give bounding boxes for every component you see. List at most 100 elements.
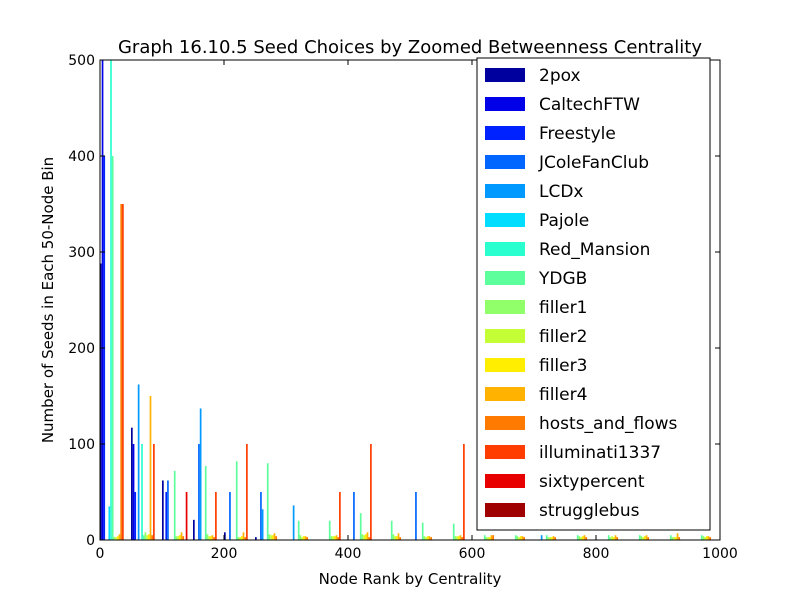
x-tick-label: 0 <box>96 546 105 562</box>
legend-swatch <box>485 155 525 169</box>
bar <box>580 537 582 540</box>
bar <box>255 537 257 540</box>
bar <box>709 537 712 540</box>
bar <box>206 534 209 540</box>
bar <box>456 536 458 540</box>
bar <box>266 463 269 540</box>
bar <box>390 520 393 540</box>
bar <box>463 444 465 540</box>
bar <box>292 505 295 540</box>
bar <box>545 535 548 540</box>
bar <box>304 536 307 540</box>
bar <box>392 534 395 540</box>
bar <box>421 522 424 540</box>
legend-label: YDGB <box>538 269 587 289</box>
bar <box>299 535 302 540</box>
bar <box>332 536 334 540</box>
y-tick-label: 200 <box>68 341 95 357</box>
bar <box>366 532 369 540</box>
x-tick-label: 800 <box>583 546 610 562</box>
bar <box>430 537 433 540</box>
bar <box>578 536 581 540</box>
y-axis: 0 100 200 300 400 500 <box>68 53 720 549</box>
bar <box>110 60 112 540</box>
bar <box>185 492 188 540</box>
bar <box>122 204 124 540</box>
bar <box>519 536 522 540</box>
bar <box>173 470 176 540</box>
bar <box>612 537 615 540</box>
bar <box>237 537 240 540</box>
bar <box>616 537 619 540</box>
bar <box>550 537 553 540</box>
bar <box>673 537 675 540</box>
bar <box>137 384 140 540</box>
bar <box>707 536 710 540</box>
bar <box>607 535 610 540</box>
bar <box>487 537 489 540</box>
bar <box>175 536 178 540</box>
bar <box>151 535 154 540</box>
bar <box>363 535 365 540</box>
bar <box>235 461 238 540</box>
legend-label: Freestyle <box>539 124 616 144</box>
bar <box>147 534 150 540</box>
y-tick-label: 400 <box>68 149 95 165</box>
legend-label: JColeFanClub <box>538 153 649 173</box>
bar <box>423 536 426 540</box>
legend-swatch <box>485 300 525 314</box>
bar <box>642 537 644 540</box>
bar <box>208 536 210 540</box>
bar <box>101 60 104 540</box>
legend-label: filler1 <box>539 298 587 318</box>
bar <box>177 536 179 540</box>
bar <box>492 535 495 540</box>
bar <box>193 519 195 540</box>
bar <box>705 536 708 540</box>
bar <box>611 536 613 540</box>
bar <box>647 537 650 540</box>
legend-label: hosts_and_flows <box>539 414 678 434</box>
bar <box>261 509 264 540</box>
bar <box>454 536 457 540</box>
bar <box>108 506 111 540</box>
bar <box>268 534 271 540</box>
legend-label: LCDx <box>539 182 584 202</box>
bar <box>640 536 643 540</box>
legend-label: filler4 <box>539 385 587 405</box>
bar <box>242 532 245 540</box>
bar <box>359 513 362 540</box>
chart-title: Graph 16.10.5 Seed Choices by Zoomed Bet… <box>118 37 702 58</box>
bar <box>609 537 612 540</box>
bar <box>246 444 248 540</box>
bar <box>142 535 145 540</box>
x-axis-label: Node Rank by Centrality <box>319 570 502 588</box>
bar <box>415 492 417 540</box>
bar <box>132 444 135 540</box>
bar <box>211 535 214 540</box>
legend-swatch <box>485 474 525 488</box>
bar <box>540 535 543 540</box>
bar <box>583 535 586 540</box>
bar <box>585 537 588 540</box>
bar <box>614 535 617 540</box>
bar <box>645 535 648 540</box>
legend-label: sixtypercent <box>539 472 645 492</box>
bar <box>674 537 677 540</box>
y-axis-label: Number of Seeds in Each 50-Node Bin <box>39 157 57 443</box>
bar <box>337 537 340 540</box>
bar <box>297 520 300 540</box>
legend-label: CaltechFTW <box>539 95 640 115</box>
legend-swatch <box>485 416 525 430</box>
x-tick-label: 1000 <box>702 546 738 562</box>
bar <box>146 535 148 540</box>
bar <box>676 533 679 540</box>
legend-swatch <box>485 387 525 401</box>
legend: 2pox CaltechFTW Freestyle JColeFanClub LCDx P… <box>476 57 711 531</box>
bar <box>149 396 152 540</box>
bar <box>700 535 703 540</box>
bar <box>554 537 557 540</box>
bar <box>198 444 200 540</box>
y-tick-label: 500 <box>68 53 95 69</box>
bar <box>399 537 402 540</box>
